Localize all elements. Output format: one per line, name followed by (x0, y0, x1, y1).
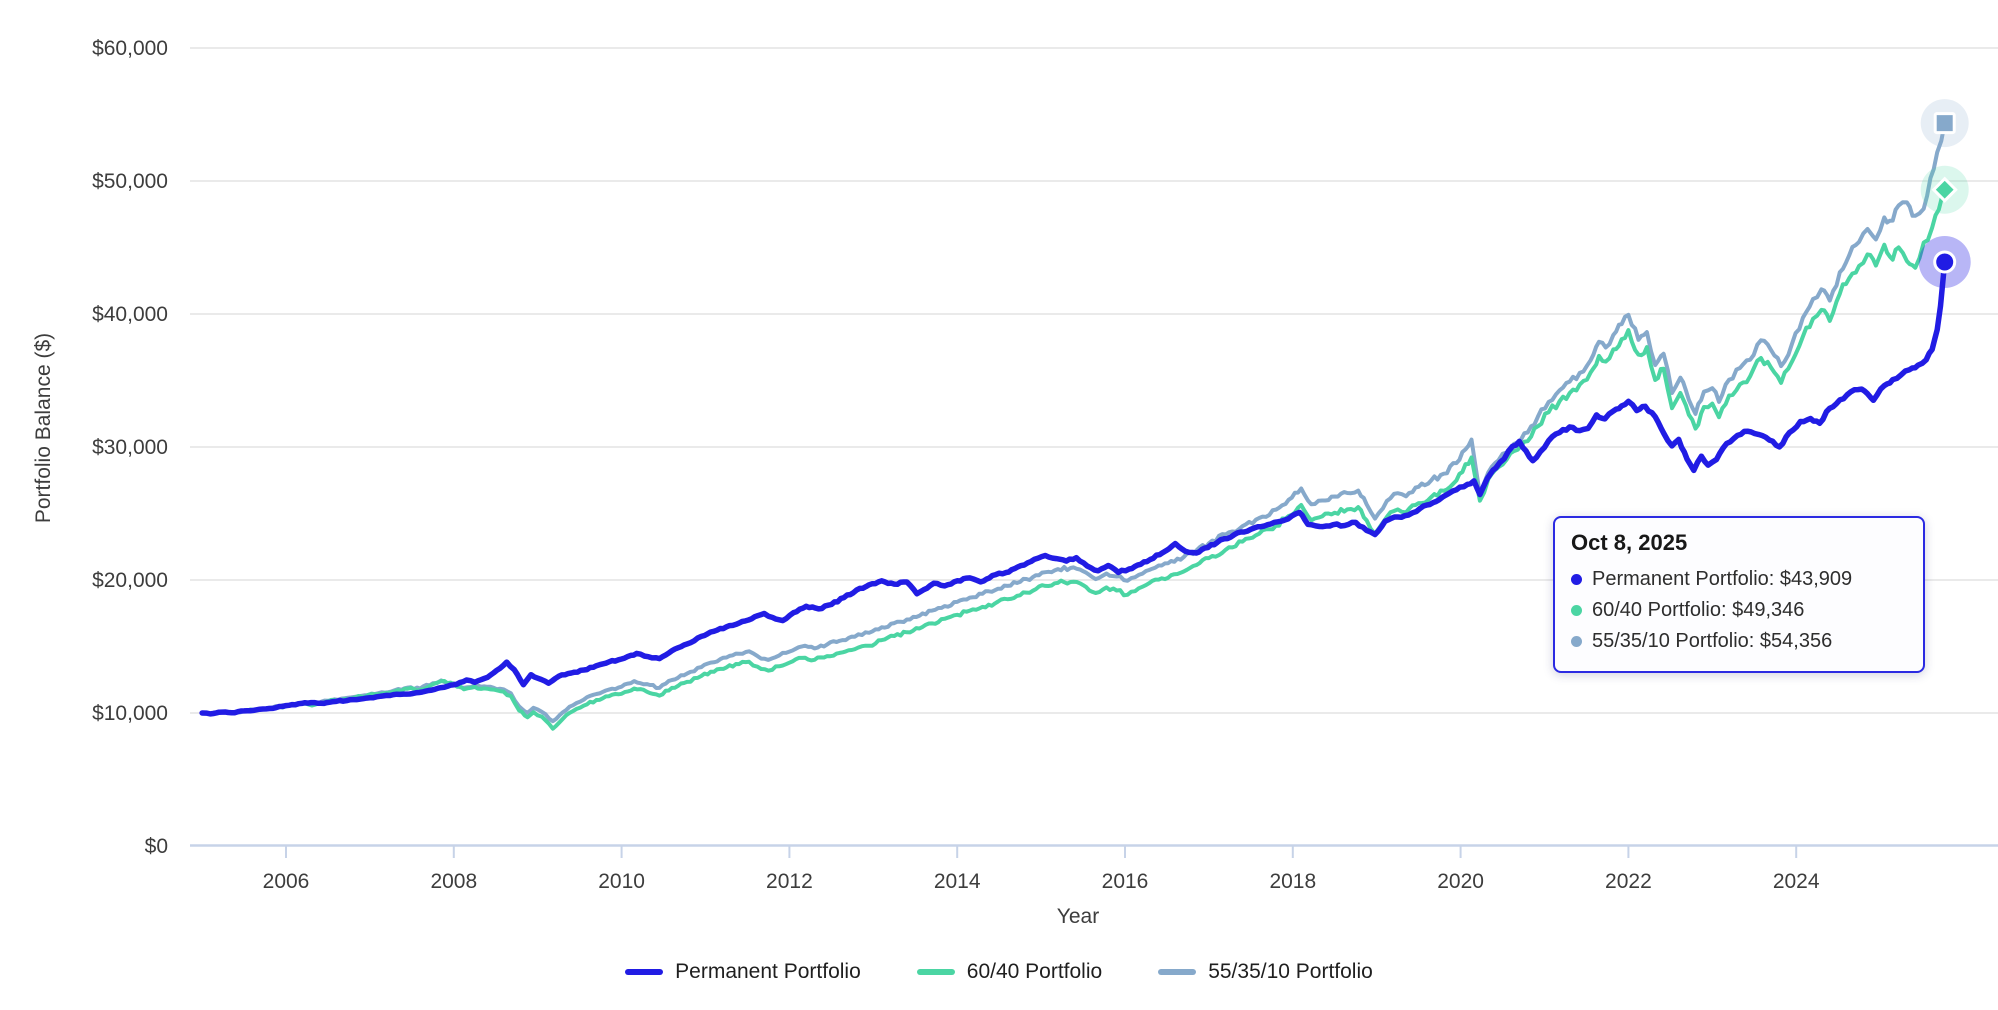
legend-item-55-35-10-portfolio[interactable]: 55/35/10 Portfolio (1158, 960, 1373, 984)
x-axis-title: Year (1056, 905, 1100, 928)
legend-item-60-40-portfolio[interactable]: 60/40 Portfolio (916, 960, 1103, 984)
tooltip-series-dot (1571, 605, 1582, 616)
legend-swatch (1158, 969, 1197, 975)
legend-label: 60/40 Portfolio (966, 960, 1103, 983)
y-tick-label: $60,000 (92, 37, 168, 60)
series-line-55-35-10-portfolio[interactable] (200, 121, 1947, 724)
x-tick-label: 2012 (766, 870, 813, 893)
x-tick-label: 2006 (263, 870, 310, 893)
y-tick-label: $40,000 (92, 303, 168, 326)
y-tick-label: $50,000 (92, 170, 168, 193)
series-line-60-40-portfolio[interactable] (200, 187, 1947, 731)
tooltip-row: 60/40 Portfolio: $49,346 (1571, 595, 1907, 626)
end-marker-square-55-35-10-portfolio[interactable] (1933, 112, 1956, 135)
legend-swatch (916, 969, 955, 975)
x-tick-label: 2020 (1437, 870, 1484, 893)
end-marker-diamond-60-40-portfolio[interactable] (1931, 176, 1958, 203)
x-tick-label: 2016 (1102, 870, 1149, 893)
tooltip-series-value: 55/35/10 Portfolio: $54,356 (1592, 630, 1833, 652)
tooltip-rows: Permanent Portfolio: $43,909 60/40 Portfo… (1571, 564, 1907, 657)
tooltip-series-dot (1571, 636, 1582, 647)
x-tick-label: 2014 (934, 870, 981, 893)
tooltip-date: Oct 8, 2025 (1571, 530, 1688, 555)
tooltip: Oct 8, 2025 Permanent Portfolio: $43,909… (1553, 516, 1925, 673)
tooltip-series-dot (1571, 574, 1582, 585)
x-tick-label: 2024 (1773, 870, 1820, 893)
legend-swatch (625, 969, 664, 975)
tooltip-row: 55/35/10 Portfolio: $54,356 (1571, 626, 1907, 657)
y-axis-title: Portfolio Balance ($) (32, 332, 55, 524)
x-tick-label: 2008 (430, 870, 477, 893)
legend: Permanent Portfolio 60/40 Portfolio 55/35/… (0, 960, 1998, 984)
y-tick-label: $20,000 (92, 569, 168, 592)
tooltip-row: Permanent Portfolio: $43,909 (1571, 564, 1907, 595)
y-tick-label: $0 (145, 835, 168, 858)
x-tick-label: 2010 (598, 870, 645, 893)
x-tick-label: 2018 (1269, 870, 1316, 893)
y-tick-label: $10,000 (92, 702, 168, 725)
x-tick-label: 2022 (1605, 870, 1652, 893)
legend-label: Permanent Portfolio (675, 960, 861, 983)
legend-label: 55/35/10 Portfolio (1208, 960, 1373, 983)
tooltip-series-value: 60/40 Portfolio: $49,346 (1592, 599, 1805, 621)
y-tick-label: $30,000 (92, 436, 168, 459)
legend-item-permanent-portfolio[interactable]: Permanent Portfolio (625, 960, 861, 984)
series-line-permanent-portfolio[interactable] (199, 259, 1948, 717)
tooltip-series-value: Permanent Portfolio: $43,909 (1592, 568, 1853, 590)
end-marker-circle-permanent-portfolio[interactable] (1933, 250, 1957, 274)
